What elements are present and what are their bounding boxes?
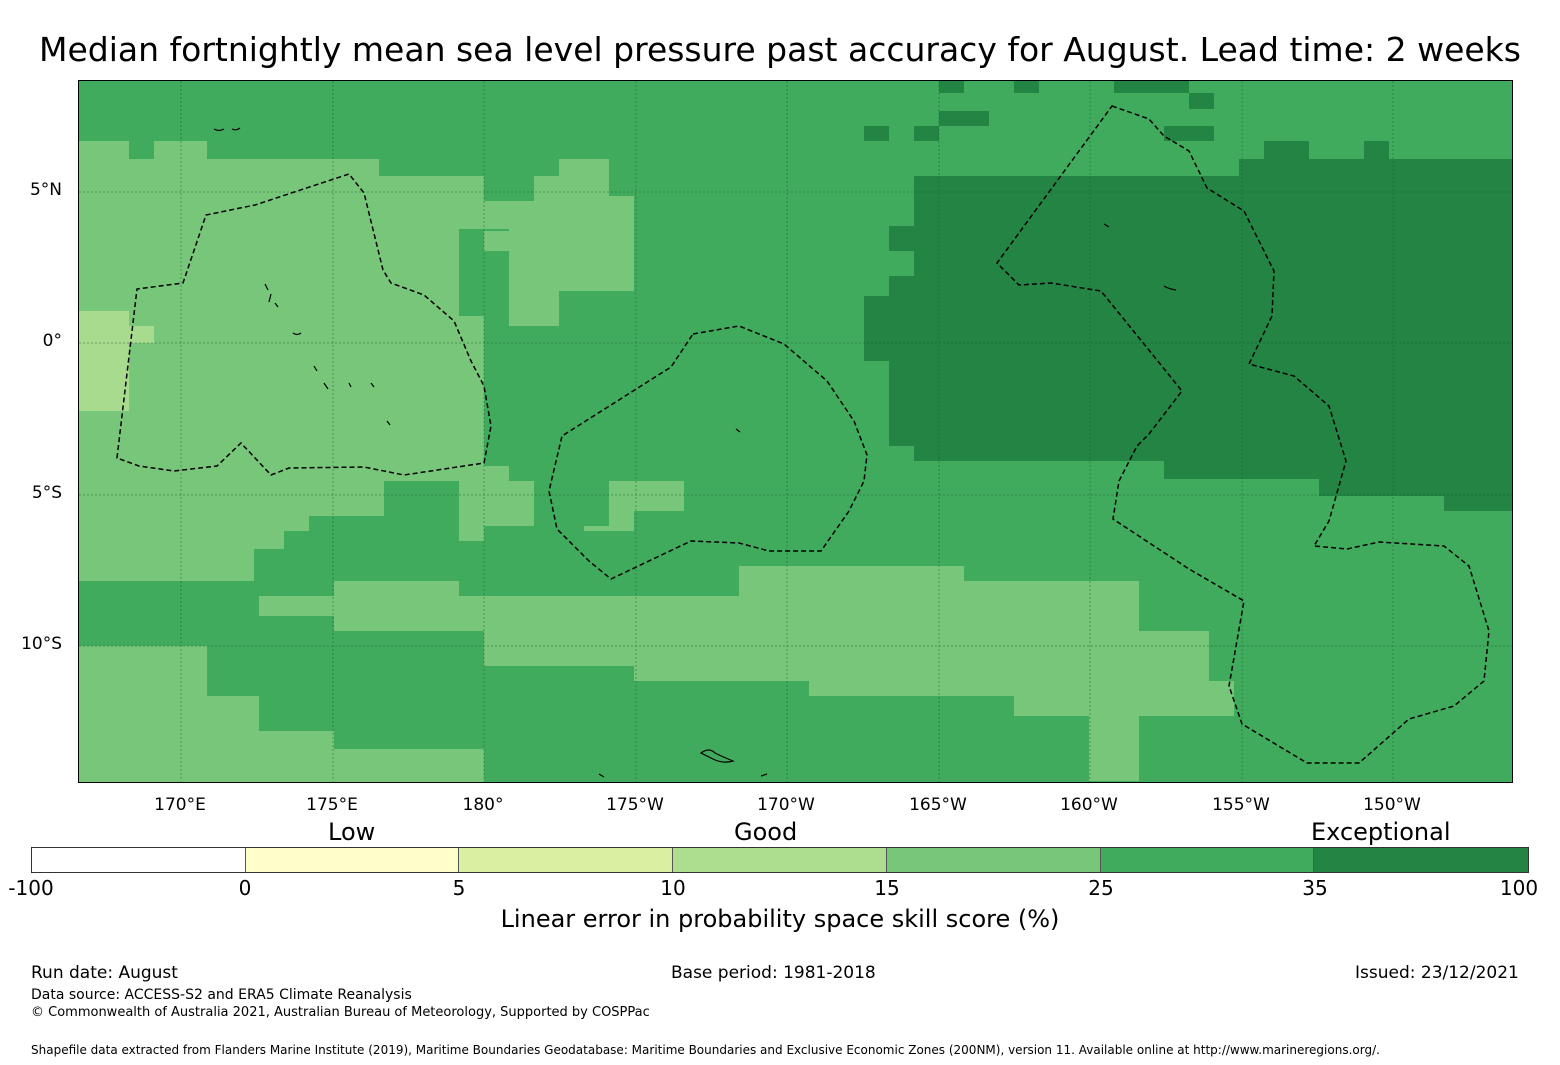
region-high-skill: [864, 141, 1512, 511]
x-tick-label: 180°: [462, 795, 504, 815]
map-canvas: [79, 81, 1512, 782]
colorbar-segment: [245, 848, 460, 872]
base-period: Base period: 1981-2018: [671, 963, 876, 983]
colorbar-segment: [886, 848, 1101, 872]
data-source: Data source: ACCESS-S2 and ERA5 Climate …: [31, 987, 412, 1003]
map-panel[interactable]: [78, 80, 1513, 783]
colorbar-segment: [459, 848, 674, 872]
y-tick-label: 10°S: [21, 634, 62, 654]
region-good-skill-islands: [459, 481, 534, 541]
colorbar-tick-label: 5: [452, 876, 466, 900]
colorbar-tick-label: 15: [874, 876, 900, 900]
x-tick-label: 150°W: [1363, 795, 1421, 815]
colorbar-tick-label: 35: [1302, 876, 1328, 900]
shapefile-credit: Shapefile data extracted from Flanders M…: [31, 1043, 1380, 1057]
x-tick-label: 175°E: [306, 795, 358, 815]
x-tick-label: 155°W: [1212, 795, 1270, 815]
region-good-skill-west: [79, 141, 634, 581]
region-fair-skill: [79, 311, 154, 411]
colorbar-segment: [1314, 848, 1528, 872]
x-tick-label: 165°W: [909, 795, 967, 815]
region-good-skill-southwest: [79, 646, 484, 782]
y-tick-label: 5°N: [29, 180, 62, 200]
region-good-skill-south: [259, 566, 1234, 781]
x-tick-label: 170°E: [154, 795, 206, 815]
colorbar-segment: [32, 848, 246, 872]
legend-category-low: Low: [328, 818, 376, 846]
colorbar-tick-label: 100: [1499, 876, 1539, 900]
run-date: Run date: August: [31, 963, 178, 983]
eez-boundaries: [116, 105, 1490, 764]
x-tick-label: 175°W: [606, 795, 664, 815]
colorbar-tick-label: 10: [660, 876, 686, 900]
colorbar-segment: [1100, 848, 1315, 872]
eez-boundary-west: [116, 173, 492, 476]
x-tick-label: 170°W: [757, 795, 815, 815]
colorbar-segment: [673, 848, 887, 872]
colorbar-tick-label: -100: [8, 876, 54, 900]
page-title: Median fortnightly mean sea level pressu…: [39, 30, 1521, 69]
y-tick-label: 5°S: [31, 483, 62, 503]
colorbar: [31, 847, 1529, 873]
colorbar-tick-label: 0: [238, 876, 252, 900]
x-tick-label: 160°W: [1060, 795, 1118, 815]
eez-boundary-east: [996, 105, 1490, 764]
legend-category-good: Good: [734, 818, 798, 846]
region-good-skill-center: [484, 211, 634, 326]
copyright: © Commonwealth of Australia 2021, Austra…: [31, 1005, 650, 1020]
y-tick-label: 0°: [42, 331, 62, 351]
region-good-skill-mid: [584, 481, 684, 531]
colorbar-tick-label: 25: [1088, 876, 1114, 900]
legend-category-exceptional: Exceptional: [1311, 818, 1451, 846]
islands: [213, 127, 1177, 778]
region-high-skill-north: [864, 81, 1214, 141]
graticule: [79, 81, 1512, 782]
issued-date: Issued: 23/12/2021: [1355, 963, 1519, 983]
colorbar-label: Linear error in probability space skill …: [500, 905, 1060, 933]
